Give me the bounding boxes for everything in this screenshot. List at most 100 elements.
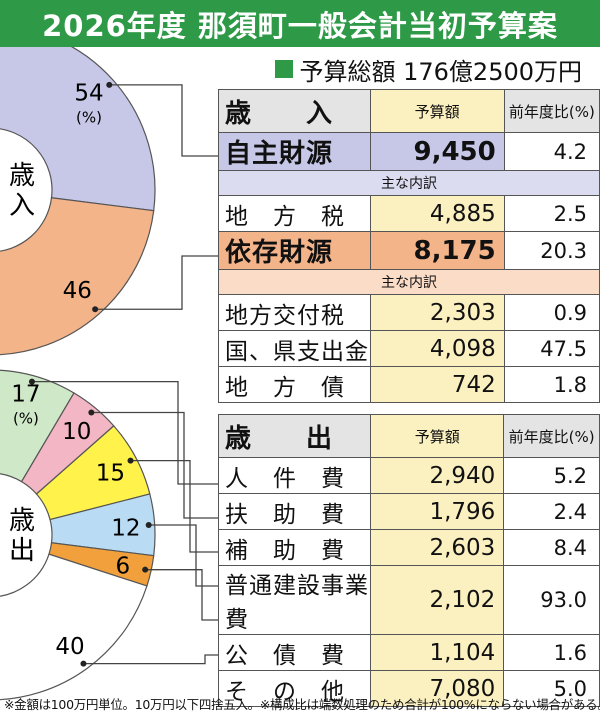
expenditure-row-ratio: 8.4 xyxy=(503,529,600,566)
expenditure-row-ratio: 1.6 xyxy=(503,634,600,671)
expenditure-row-name: 補 助 費 xyxy=(217,529,372,566)
expenditure-row-name: 扶 助 費 xyxy=(217,493,372,530)
leader-line xyxy=(109,84,218,157)
revenue-row: 地 方 債 742 1.8 xyxy=(218,366,600,403)
leader-dot xyxy=(92,306,99,313)
expenditure-pie-value: 15 xyxy=(96,460,125,486)
revenue-breakdown-row: 主な内訳 xyxy=(218,170,600,196)
expenditure-pie-center-label: 歳 xyxy=(9,506,35,536)
expenditure-pie-value: 10 xyxy=(62,419,91,445)
expenditure-row: 人 件 費 2,940 5.2 xyxy=(217,457,600,494)
total-budget-label: 予算総額 176億2500万円 xyxy=(299,57,582,86)
revenue-row-name: 地 方 債 xyxy=(218,366,371,403)
leader-dot xyxy=(28,378,35,385)
expenditure-row-name: 普通建設事業費 xyxy=(217,565,372,635)
expenditure-row: 普通建設事業費 2,102 93.0 xyxy=(217,565,600,635)
revenue-row: 地方交付税 2,303 0.9 xyxy=(218,294,600,331)
revenue-row: 依存財源 8,175 20.3 xyxy=(218,231,600,270)
revenue-breakdown-row: 主な内訳 xyxy=(218,269,600,295)
expenditure-table: 歳 出予算額 前年度比(%) 人 件 費 2,940 5.2 扶 助 費 1,796 2.4 補… xyxy=(217,414,600,707)
revenue-row: 自主財源 9,450 4.2 xyxy=(218,132,600,171)
expenditure-pie-value: 12 xyxy=(111,515,140,541)
revenue-row: 国、県支出金 4,098 47.5 xyxy=(218,330,600,367)
expenditure-row: 公 債 費 1,104 1.6 xyxy=(217,634,600,671)
revenue-row: 地 方 税 4,885 2.5 xyxy=(218,195,600,232)
revenue-row-name: 自主財源 xyxy=(218,132,371,171)
leader-dot xyxy=(145,522,152,529)
expenditure-row-ratio: 2.4 xyxy=(503,493,600,530)
expenditure-pie-value: 40 xyxy=(55,634,84,660)
expenditure-pie-value: 6 xyxy=(116,554,131,580)
leader-dot xyxy=(88,409,95,416)
revenue-row-ratio: 0.9 xyxy=(503,294,600,331)
expenditure-header-row: 歳 出予算額 前年度比(%) xyxy=(217,414,600,458)
expenditure-row-amount: 1,104 xyxy=(370,634,505,671)
expenditure-row: 扶 助 費 1,796 2.4 xyxy=(217,493,600,530)
page-title: 2026年度 那須町一般会計当初予算案 xyxy=(0,0,600,47)
leader-line xyxy=(91,411,218,519)
revenue-breakdown-label: 主な内訳 xyxy=(218,269,600,295)
expenditure-col-amount: 予算額 xyxy=(370,414,505,458)
expenditure-col-ratio: 前年度比(%) xyxy=(503,414,600,458)
expenditure-pie-unit: (%) xyxy=(13,410,39,428)
revenue-heading: 歳 入 xyxy=(218,89,371,133)
leader-dot xyxy=(106,81,113,88)
leader-line xyxy=(130,459,218,553)
revenue-row-amount: 4,885 xyxy=(369,195,505,232)
revenue-pie-center-label: 入 xyxy=(9,191,35,221)
revenue-row-ratio: 20.3 xyxy=(503,231,600,270)
leader-line xyxy=(95,255,218,310)
revenue-row-amount: 4,098 xyxy=(369,330,505,367)
revenue-row-ratio: 1.8 xyxy=(503,366,600,403)
leader-line xyxy=(145,569,218,621)
revenue-col-amount: 予算額 xyxy=(369,89,505,133)
revenue-row-ratio: 4.2 xyxy=(503,132,600,171)
total-budget: 予算総額 176億2500万円 xyxy=(275,52,582,86)
expenditure-row-amount: 2,603 xyxy=(370,529,505,566)
expenditure-row-amount: 1,796 xyxy=(370,493,505,530)
expenditure-heading: 歳 出 xyxy=(217,414,372,458)
revenue-row-amount: 742 xyxy=(369,366,505,403)
leader-line xyxy=(31,380,218,485)
revenue-row-amount: 2,303 xyxy=(369,294,505,331)
expenditure-row-amount: 2,940 xyxy=(370,457,505,494)
expenditure-row: 補 助 費 2,603 8.4 xyxy=(217,529,600,566)
expenditure-row-amount: 2,102 xyxy=(370,565,505,635)
expenditure-pie-center-label: 出 xyxy=(9,536,35,566)
expenditure-row-name: そ の 他 xyxy=(217,670,372,707)
revenue-pie-value: 46 xyxy=(63,278,92,304)
revenue-row-name: 地方交付税 xyxy=(218,294,371,331)
expenditure-row-ratio: 5.0 xyxy=(503,670,600,707)
leader-line xyxy=(148,524,218,587)
footnote: ※金額は100万円単位。10万円以下四捨五入。※構成比は端数処理のため合計が10… xyxy=(4,697,600,712)
revenue-pie-value: 54 xyxy=(74,81,103,107)
expenditure-row-ratio: 93.0 xyxy=(503,565,600,635)
revenue-pie-slice xyxy=(0,197,155,356)
revenue-header-row: 歳 入予算額 前年度比(%) xyxy=(218,89,600,133)
expenditure-row: そ の 他 7,080 5.0 xyxy=(217,670,600,707)
revenue-row-name: 国、県支出金 xyxy=(218,330,371,367)
revenue-table: 歳 入予算額 前年度比(%) 自主財源 9,450 4.2 主な内訳地 方 税 4,885 2… xyxy=(218,89,600,403)
green-square-icon xyxy=(275,60,294,78)
revenue-row-name: 依存財源 xyxy=(218,231,371,270)
expenditure-row-name: 人 件 費 xyxy=(217,457,372,494)
revenue-row-ratio: 47.5 xyxy=(503,330,600,367)
expenditure-pie-slice xyxy=(0,553,148,701)
revenue-pie-unit: (%) xyxy=(76,109,102,127)
revenue-row-amount: 8,175 xyxy=(369,231,505,270)
expenditure-pie-value: 17 xyxy=(11,382,40,408)
revenue-breakdown-label: 主な内訳 xyxy=(218,170,600,196)
expenditure-row-name: 公 債 費 xyxy=(217,634,372,671)
revenue-row-ratio: 2.5 xyxy=(503,195,600,232)
revenue-col-ratio: 前年度比(%) xyxy=(503,89,600,133)
expenditure-row-ratio: 5.2 xyxy=(503,457,600,494)
leader-line xyxy=(83,654,218,665)
expenditure-row-amount: 7,080 xyxy=(370,670,505,707)
revenue-row-name: 地 方 税 xyxy=(218,195,371,232)
leader-dot xyxy=(142,566,149,573)
leader-dot xyxy=(127,457,134,464)
leader-dot xyxy=(80,660,87,667)
revenue-row-amount: 9,450 xyxy=(369,132,505,171)
